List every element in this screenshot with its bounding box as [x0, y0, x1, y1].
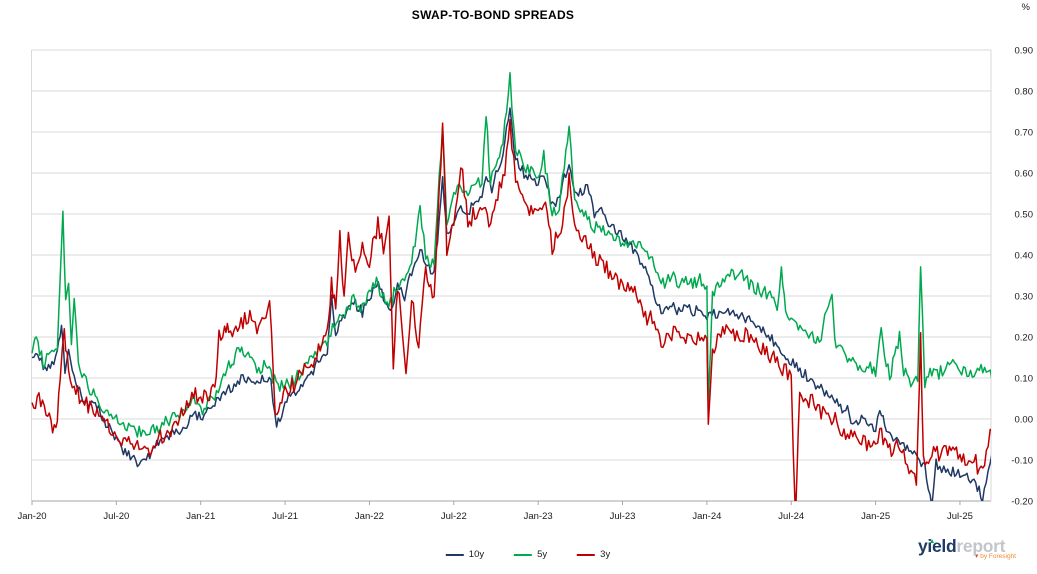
y-tick-label: 0.30 [1015, 292, 1034, 303]
x-tick-label: Jan-24 [692, 511, 721, 522]
x-tick-label: Jan-21 [186, 511, 215, 522]
legend-line-3y-icon [577, 553, 596, 556]
x-tick-label: Jul-20 [103, 511, 129, 522]
y-tick-label: 0.10 [1015, 374, 1034, 385]
legend-line-10y-icon [445, 553, 464, 556]
logo-tagline-text: by Foresight [980, 552, 1016, 560]
x-tick-label: Jul-23 [610, 511, 636, 522]
x-tick-label: Jan-22 [355, 511, 384, 522]
x-tick-label: Jul-24 [778, 511, 804, 522]
legend-item-10y[interactable]: 10y [445, 549, 485, 560]
legend: 10y 5y 3y [445, 549, 610, 560]
x-tick-label: Jan-23 [524, 511, 553, 522]
y-tick-label: -0.20 [1011, 497, 1033, 508]
y-tick-label: 0.50 [1015, 210, 1034, 221]
series-line-3y [31, 119, 991, 501]
y-tick-label: -0.10 [1011, 456, 1033, 467]
y-tick-label: 0.90 [1015, 46, 1034, 57]
x-tick-label: Jan-25 [861, 511, 890, 522]
x-tick-label: Jul-21 [272, 511, 298, 522]
legend-label-5y: 5y [537, 549, 548, 560]
legend-line-5y-icon [514, 553, 533, 556]
logo-wordmark: yieldreport [918, 536, 1018, 556]
yieldreport-logo[interactable]: yieldreport ▾ by Foresight [918, 536, 1018, 560]
logo-yield-text: yield [918, 536, 957, 556]
series-line-5y [31, 71, 991, 438]
y-tick-label: 0.40 [1015, 251, 1034, 262]
x-tick-label: Jul-25 [947, 511, 973, 522]
y-tick-label: 0.80 [1015, 87, 1034, 98]
chart-title: SWAP-TO-BOND SPREADS [411, 8, 575, 22]
legend-item-5y[interactable]: 5y [514, 550, 547, 560]
logo-tagline: ▾ by Foresight [918, 553, 1018, 560]
logo-green-arrow-icon [929, 538, 934, 543]
y-axis-unit-label: % [1021, 2, 1030, 13]
logo-red-arrow-icon: ▾ [974, 553, 979, 561]
series-line-10y [31, 107, 991, 501]
y-tick-label: 0.70 [1015, 128, 1034, 139]
logo-report-text: report [956, 536, 1006, 556]
legend-label-3y: 3y [600, 549, 611, 560]
legend-item-3y[interactable]: 3y [577, 550, 610, 560]
y-tick-label: 0.00 [1015, 415, 1034, 426]
legend-label-10y: 10y [468, 549, 485, 560]
y-tick-label: 0.60 [1015, 169, 1034, 180]
x-tick-label: Jul-22 [441, 511, 467, 522]
x-tick-label: Jan-20 [17, 511, 46, 522]
y-tick-label: 0.20 [1015, 333, 1034, 344]
